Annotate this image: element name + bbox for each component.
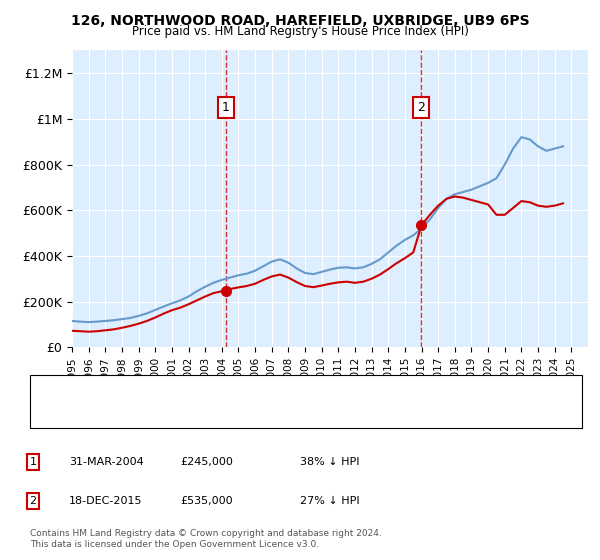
Text: HPI: Average price, detached house, Hillingdon: HPI: Average price, detached house, Hill… (72, 405, 317, 415)
Text: £245,000: £245,000 (180, 457, 233, 467)
Text: Contains HM Land Registry data © Crown copyright and database right 2024.
This d: Contains HM Land Registry data © Crown c… (30, 529, 382, 549)
Text: £535,000: £535,000 (180, 496, 233, 506)
Text: Price paid vs. HM Land Registry's House Price Index (HPI): Price paid vs. HM Land Registry's House … (131, 25, 469, 38)
Text: 38% ↓ HPI: 38% ↓ HPI (300, 457, 359, 467)
Text: 126, NORTHWOOD ROAD, HAREFIELD, UXBRIDGE, UB9 6PS: 126, NORTHWOOD ROAD, HAREFIELD, UXBRIDGE… (71, 14, 529, 28)
Text: HPI: Average price, detached house, Hillingdon: HPI: Average price, detached house, Hill… (80, 408, 325, 418)
Text: 1: 1 (222, 101, 230, 114)
Text: 31-MAR-2004: 31-MAR-2004 (69, 457, 144, 467)
Text: 2: 2 (417, 101, 425, 114)
Text: 27% ↓ HPI: 27% ↓ HPI (300, 496, 359, 506)
Text: 126, NORTHWOOD ROAD, HAREFIELD, UXBRIDGE, UB9 6PS (detached house): 126, NORTHWOOD ROAD, HAREFIELD, UXBRIDGE… (80, 385, 482, 395)
Text: 2: 2 (29, 496, 37, 506)
Text: 18-DEC-2015: 18-DEC-2015 (69, 496, 143, 506)
Text: 1: 1 (29, 457, 37, 467)
Text: 126, NORTHWOOD ROAD, HAREFIELD, UXBRIDGE, UB9 6PS (detached house): 126, NORTHWOOD ROAD, HAREFIELD, UXBRIDGE… (72, 384, 474, 394)
